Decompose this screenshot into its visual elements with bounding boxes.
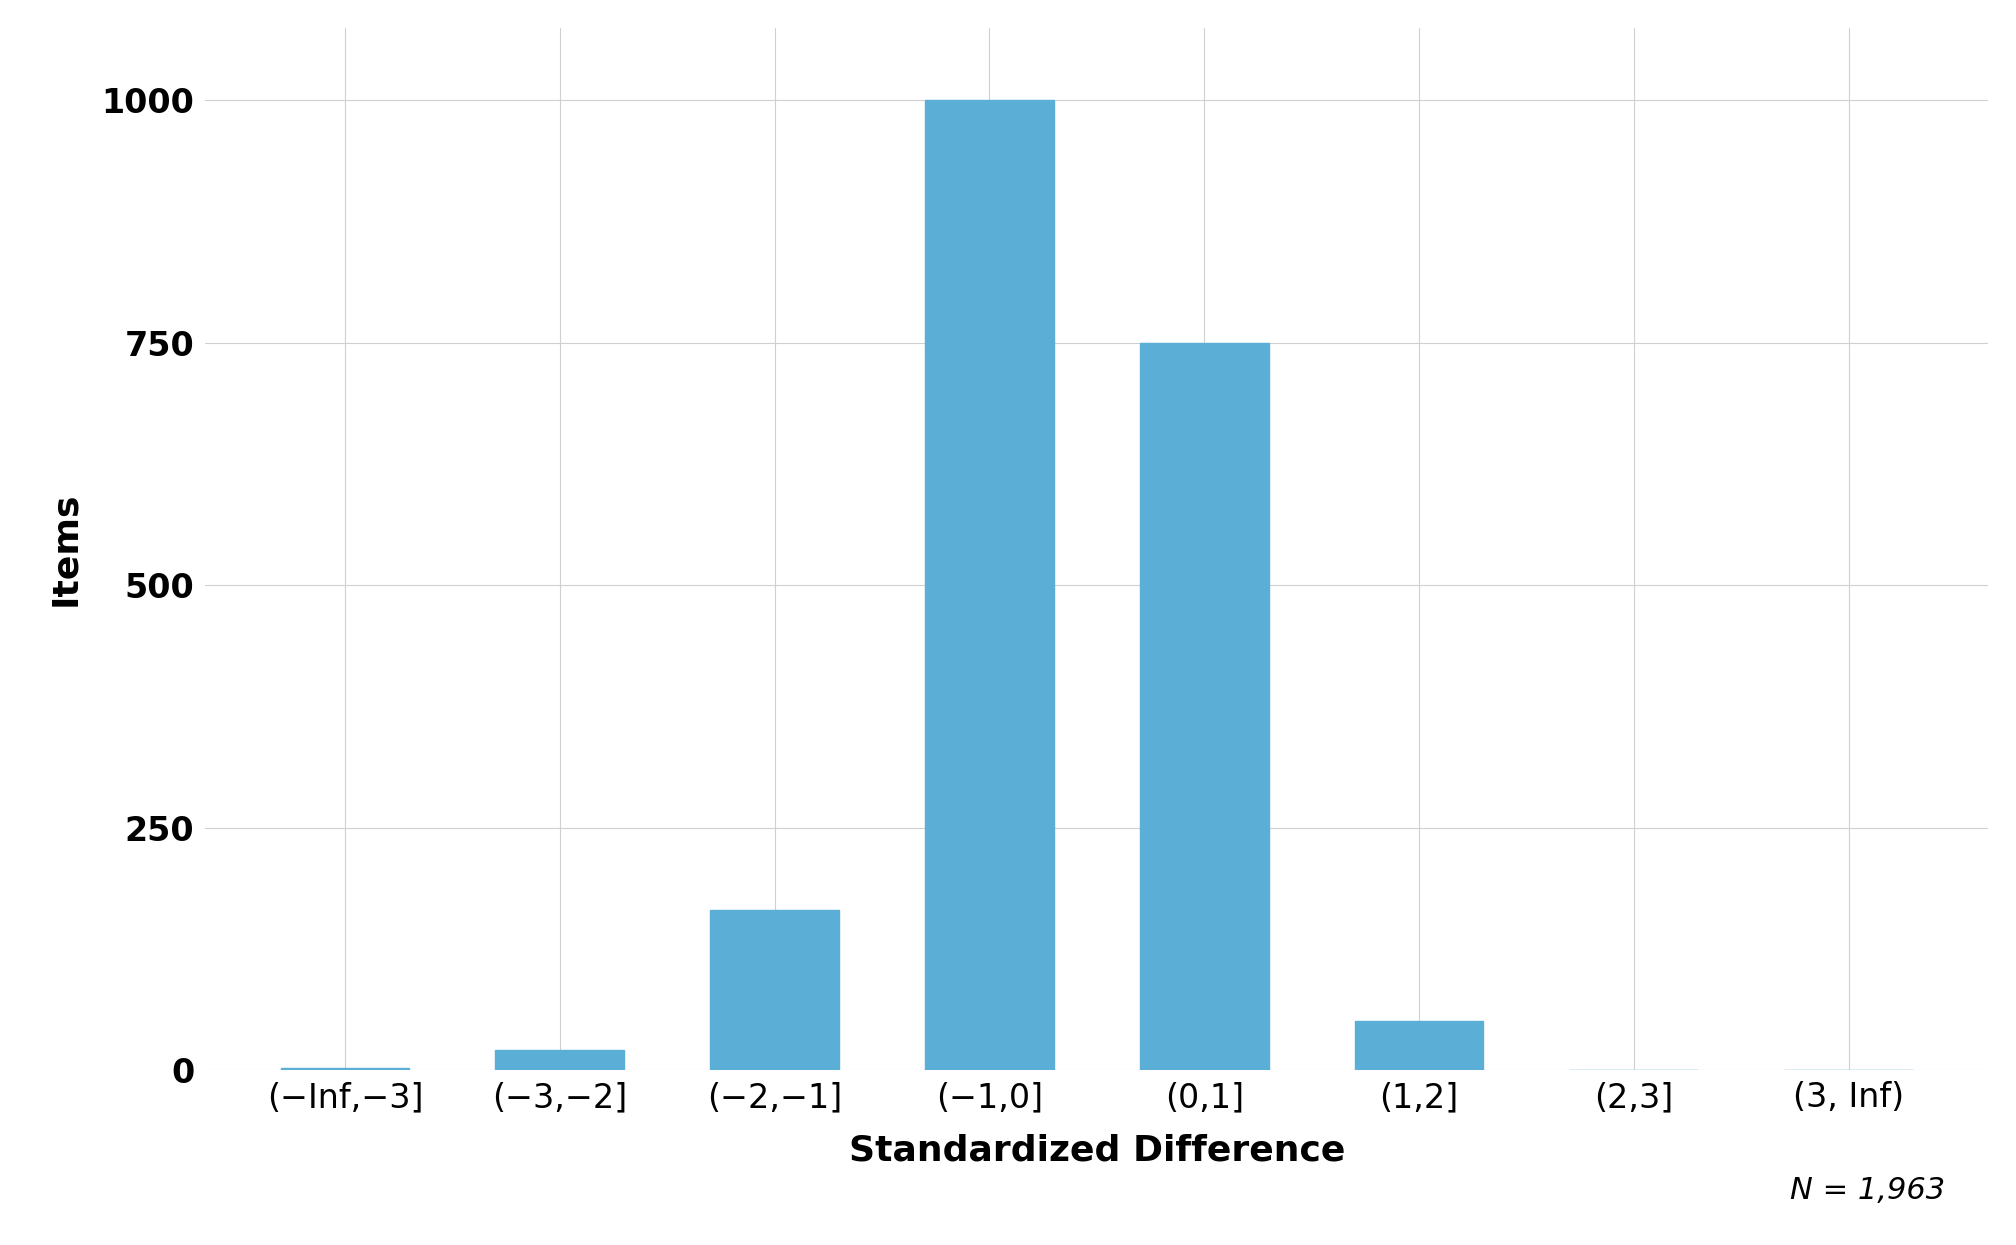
Bar <box>1139 342 1268 1069</box>
Bar <box>1355 1021 1484 1069</box>
Bar <box>710 910 839 1069</box>
Text: N = 1,963: N = 1,963 <box>1790 1177 1945 1205</box>
X-axis label: Standardized Difference: Standardized Difference <box>849 1133 1345 1168</box>
Bar <box>925 101 1054 1069</box>
Bar <box>496 1051 625 1069</box>
Bar <box>280 1068 409 1069</box>
Y-axis label: Items: Items <box>48 492 83 606</box>
